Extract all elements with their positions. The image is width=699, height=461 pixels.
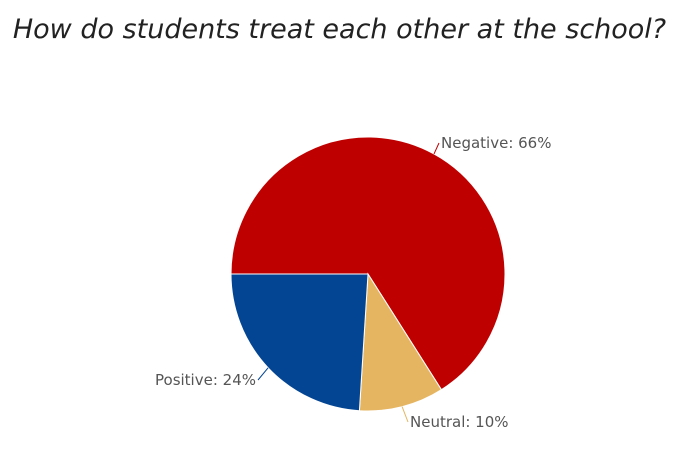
pie-slice-positive [230, 273, 369, 412]
chart-title: How do students treat each other at the … [12, 14, 667, 45]
leader-line-positive [257, 367, 269, 381]
leader-line-negative [433, 142, 440, 155]
slice-label-neutral: Neutral: 10% [410, 413, 509, 431]
pie-slice-neutral [358, 272, 443, 412]
slice-label-negative: Negative: 66% [441, 134, 551, 152]
slice-label-positive: Positive: 24% [155, 371, 256, 389]
pie-slice-negative [230, 136, 506, 391]
leader-line-neutral [401, 406, 409, 423]
